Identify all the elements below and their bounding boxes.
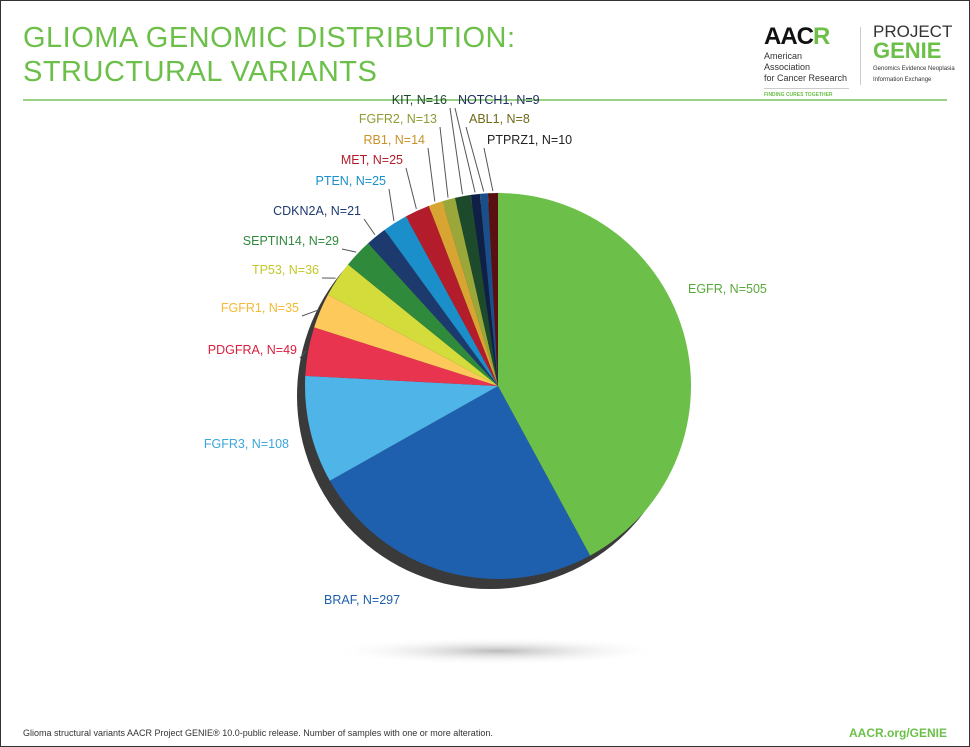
header-divider: [23, 99, 947, 101]
slice-label-tp53: TP53, N=36: [252, 263, 319, 277]
pie-slice-fgfr3: [305, 375, 498, 481]
pie-floor-shadow: [328, 637, 668, 665]
leader-line: [454, 107, 476, 193]
slice-label-rb1: RB1, N=14: [364, 133, 426, 147]
page-title: GLIOMA GENOMIC DISTRIBUTION: STRUCTURAL …: [23, 22, 516, 88]
pie-slice-pten: [384, 216, 498, 386]
project-genie-logo: PROJECT GENIE Genomics Evidence Neoplasi…: [873, 22, 955, 83]
slice-label-notch1: NOTCH1, N=9: [458, 93, 540, 107]
leader-line: [405, 167, 417, 210]
pie-slice-kit: [454, 194, 498, 386]
pie-slice-pdgfra: [305, 327, 498, 386]
slice-label-kit: KIT, N=16: [392, 93, 447, 107]
pie-slice-egfr: [498, 193, 691, 556]
slice-label-met: MET, N=25: [341, 153, 403, 167]
slice-label-fgfr1: FGFR1, N=35: [221, 301, 299, 315]
slice-label-fgfr2: FGFR2, N=13: [359, 112, 437, 126]
pie-slice-braf: [329, 386, 591, 579]
footer-note: Glioma structural variants AACR Project …: [23, 728, 493, 738]
logo-divider: [860, 27, 861, 85]
leader-line: [299, 350, 307, 359]
leader-line: [388, 188, 395, 222]
slice-label-cdkn2a: CDKN2A, N=21: [273, 204, 361, 218]
slice-label-septin14: SEPTIN14, N=29: [243, 234, 339, 248]
pie-slice-fgfr1: [314, 294, 498, 386]
slice-label-egfr: EGFR, N=505: [688, 282, 767, 296]
leader-line: [439, 126, 449, 198]
slice-label-braf: BRAF, N=297: [324, 593, 400, 607]
pie-slice-notch1: [470, 193, 498, 386]
leader-line: [341, 248, 357, 253]
aacr-logo: AACR American Association for Cancer Res…: [764, 23, 849, 98]
slice-label-fgfr3: FGFR3, N=108: [204, 437, 289, 451]
slice-label-ptprz1: PTPRZ1, N=10: [487, 133, 572, 147]
leader-line: [465, 126, 485, 192]
leader-line: [449, 107, 463, 195]
pie-slice-tp53: [327, 264, 498, 386]
footer-url[interactable]: AACR.org/GENIE: [848, 726, 947, 740]
pie-slice-abl1: [479, 193, 498, 386]
leader-line: [301, 309, 319, 317]
slice-label-abl1: ABL1, N=8: [469, 112, 530, 126]
leader-line: [363, 218, 376, 236]
leader-line: [427, 147, 436, 202]
pie-slice-ptprz1: [487, 193, 498, 386]
pie-slice-fgfr2: [442, 197, 498, 386]
leader-line: [483, 147, 494, 192]
slice-label-pdgfra: PDGFRA, N=49: [208, 343, 297, 357]
pie-slice-septin14: [348, 243, 498, 386]
pie-slice-met: [405, 205, 498, 386]
pie-slice-rb1: [428, 201, 498, 386]
pie-slice-cdkn2a: [368, 229, 498, 386]
slice-label-pten: PTEN, N=25: [315, 174, 386, 188]
